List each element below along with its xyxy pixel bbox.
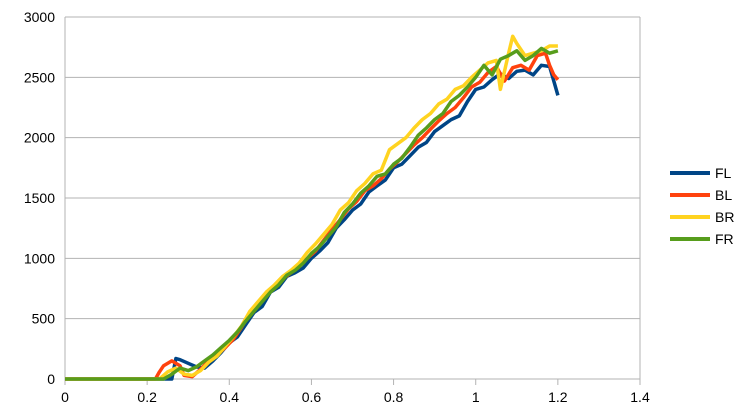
x-tick-label: 1.4 xyxy=(630,389,650,405)
series-line-fl xyxy=(65,63,560,381)
series-line-bl xyxy=(65,51,560,381)
series-line-fr xyxy=(65,46,559,381)
legend: FL BL BR FR xyxy=(670,165,734,247)
gridlines xyxy=(65,16,640,380)
axes: 0 500 1000 1500 2000 2500 3000 0 0.2 0.4 0.6 0.8 1 1.… xyxy=(24,9,650,405)
x-tick-label: 0 xyxy=(61,389,69,405)
legend-label-bl: BL xyxy=(715,187,732,203)
x-tick-label: 0.6 xyxy=(302,389,322,405)
y-tick-label: 2500 xyxy=(24,69,55,85)
x-tick-label: 0.4 xyxy=(220,389,240,405)
x-tick-label: 0.8 xyxy=(384,389,404,405)
y-tick-label: 1500 xyxy=(24,190,55,206)
x-tick-label: 0.2 xyxy=(137,389,157,405)
legend-label-fr: FR xyxy=(715,231,734,247)
y-tick-label: 2000 xyxy=(24,130,55,146)
y-tick-label: 500 xyxy=(32,311,56,327)
y-tick-label: 3000 xyxy=(24,9,55,25)
legend-label-br: BR xyxy=(715,209,734,225)
y-tick-label: 0 xyxy=(47,371,55,387)
x-tick-label: 1.2 xyxy=(548,389,568,405)
legend-label-fl: FL xyxy=(715,165,732,181)
x-tick-label: 1 xyxy=(472,389,480,405)
y-tick-label: 1000 xyxy=(24,250,55,266)
series-lines xyxy=(65,34,560,381)
